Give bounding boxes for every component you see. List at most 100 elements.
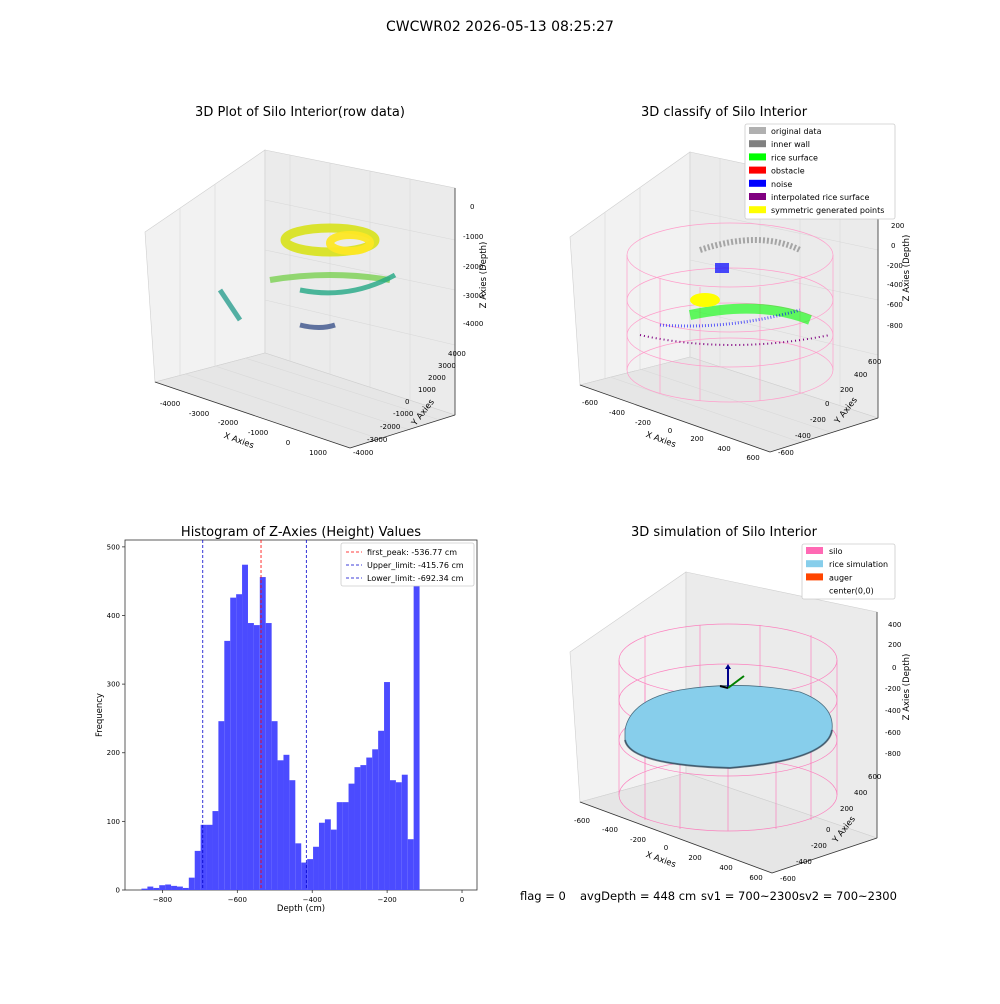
hist-y-label: Frequency [95, 693, 105, 737]
cls-z-tick: -800 [887, 322, 903, 330]
hist-bar [242, 564, 248, 890]
hist-bar [378, 730, 385, 890]
hist-bar [384, 682, 390, 890]
cls-x-tick: -200 [635, 419, 651, 427]
raw-y-tick: 0 [405, 398, 409, 406]
hist-y-tick: 200 [107, 749, 120, 757]
hist-x-tick: 0 [460, 896, 464, 904]
sim-legend-label: rice simulation [829, 560, 888, 569]
hist-legend: first_peak: -536.77 cm Upper_limit: -415.… [340, 542, 475, 587]
sim-y-tick: 400 [854, 789, 867, 797]
cls-y-tick: -200 [810, 416, 826, 424]
hist-y-tick: 100 [107, 818, 120, 826]
cls-y-tick: 200 [840, 386, 853, 394]
hist-bar [259, 577, 266, 890]
cls-legend-swatch [749, 193, 766, 200]
hist-bar [289, 780, 296, 890]
panel-histogram: Histogram of Z-Axies (Height) Values −80… [95, 525, 478, 914]
hist-bar [307, 859, 314, 890]
hist-y-tick: 400 [107, 612, 120, 620]
raw-y-tick: -4000 [353, 449, 373, 457]
cls-y-tick: 600 [868, 358, 881, 366]
sim-z-ticks: 400 200 0 -200 -400 -600 -800 [885, 621, 901, 758]
raw-z-tick: -2000 [463, 263, 483, 271]
sim-z-tick: -800 [885, 750, 901, 758]
sim-title: 3D simulation of Silo Interior [631, 525, 818, 540]
cls-legend-label: inner wall [771, 140, 810, 149]
hist-bar [348, 783, 355, 890]
hist-bar [171, 885, 177, 890]
cls-legend: original data inner wall rice surface obsta… [744, 123, 896, 220]
hist-bar [253, 625, 260, 890]
raw-z-tick: -3000 [463, 292, 483, 300]
sim-left-pane [569, 571, 687, 803]
hist-bar [372, 749, 379, 890]
sim-legend-label: center(0,0) [829, 587, 874, 596]
sim-legend-swatch [806, 573, 823, 581]
hist-bar [360, 765, 367, 890]
hist-x-tick: −800 [153, 896, 172, 904]
raw-y-tick: -3000 [367, 436, 387, 444]
cls-y-tick: -600 [778, 449, 794, 457]
sim-x-tick: 400 [719, 864, 732, 872]
hist-bar [194, 850, 201, 890]
cls-z-tick: 0 [891, 242, 895, 250]
hist-legend-label: Upper_limit: -415.76 cm [367, 561, 464, 570]
hist-title: Histogram of Z-Axies (Height) Values [181, 525, 421, 540]
cls-x-label: X Axies [644, 430, 677, 450]
sim-x-tick: -400 [602, 826, 618, 834]
raw-x-ticks: -4000 -3000 -2000 -1000 0 1000 [160, 400, 327, 457]
panel-classify-title: 3D classify of Silo Interior [641, 105, 808, 120]
sim-y-ticks: -600 -400 -200 0 200 400 600 [780, 773, 881, 883]
hist-y-tick: 0 [116, 887, 120, 895]
hist-legend-label: Lower_limit: -692.34 cm [367, 574, 464, 583]
hist-bar [324, 819, 331, 890]
cls-z-ticks: 200 0 -200 -400 -600 -800 [887, 222, 904, 330]
hist-bar [395, 782, 402, 890]
hist-bar [330, 829, 337, 890]
sim-legend: silo rice simulation auger center(0,0) [801, 543, 896, 600]
hist-bar [147, 886, 154, 890]
footer-flag: flag = 0 [520, 889, 566, 903]
raw-axes [154, 188, 456, 449]
raw-y-tick: 2000 [428, 374, 446, 382]
raw-y-tick: -1000 [393, 410, 413, 418]
cls-legend-swatch [749, 127, 766, 134]
hist-bar [336, 802, 343, 890]
hist-y-tick: 300 [107, 681, 120, 689]
hist-bar [313, 846, 319, 890]
hist-legend-label: first_peak: -536.77 cm [367, 548, 457, 557]
hist-x-tick: −400 [303, 896, 322, 904]
hist-bar [182, 887, 189, 890]
cls-legend-label: obstacle [771, 167, 805, 176]
hist-bar [413, 561, 420, 890]
hist-bar [236, 594, 243, 890]
panel-raw-title: 3D Plot of Silo Interior(row data) [195, 105, 405, 120]
footer-sv1: sv1 = 700~2300 [701, 889, 799, 903]
raw-z-label: Z Axies (Depth) [479, 242, 489, 309]
cls-y-tick: -400 [795, 432, 811, 440]
cls-z-tick: -400 [887, 281, 903, 289]
hist-x-ticks: −800 −600 −400 −200 0 [153, 890, 464, 904]
cls-left-pane [569, 151, 691, 386]
panel-raw-3d: 3D Plot of Silo Interior(row data) [144, 105, 489, 457]
raw-x-tick: -3000 [189, 410, 209, 418]
hist-bar [206, 824, 213, 890]
hist-y-tick: 500 [107, 543, 120, 551]
sim-z-tick: -200 [885, 685, 901, 693]
sim-x-tick: -600 [574, 817, 590, 825]
cls-x-tick: -600 [582, 399, 598, 407]
cls-legend-swatch [749, 206, 766, 214]
sim-legend-swatch [806, 560, 823, 568]
cls-x-tick: 600 [746, 454, 759, 462]
hist-bar [295, 843, 302, 890]
hist-bar [224, 640, 231, 890]
hist-bar [165, 884, 172, 890]
cls-legend-label: noise [771, 180, 792, 189]
raw-z-tick: -4000 [463, 320, 483, 328]
sim-x-ticks: -600 -400 -200 0 200 400 600 [574, 817, 763, 882]
sim-z-tick: -400 [885, 707, 901, 715]
cls-x-tick: 0 [668, 427, 672, 435]
hist-bar [247, 623, 254, 890]
